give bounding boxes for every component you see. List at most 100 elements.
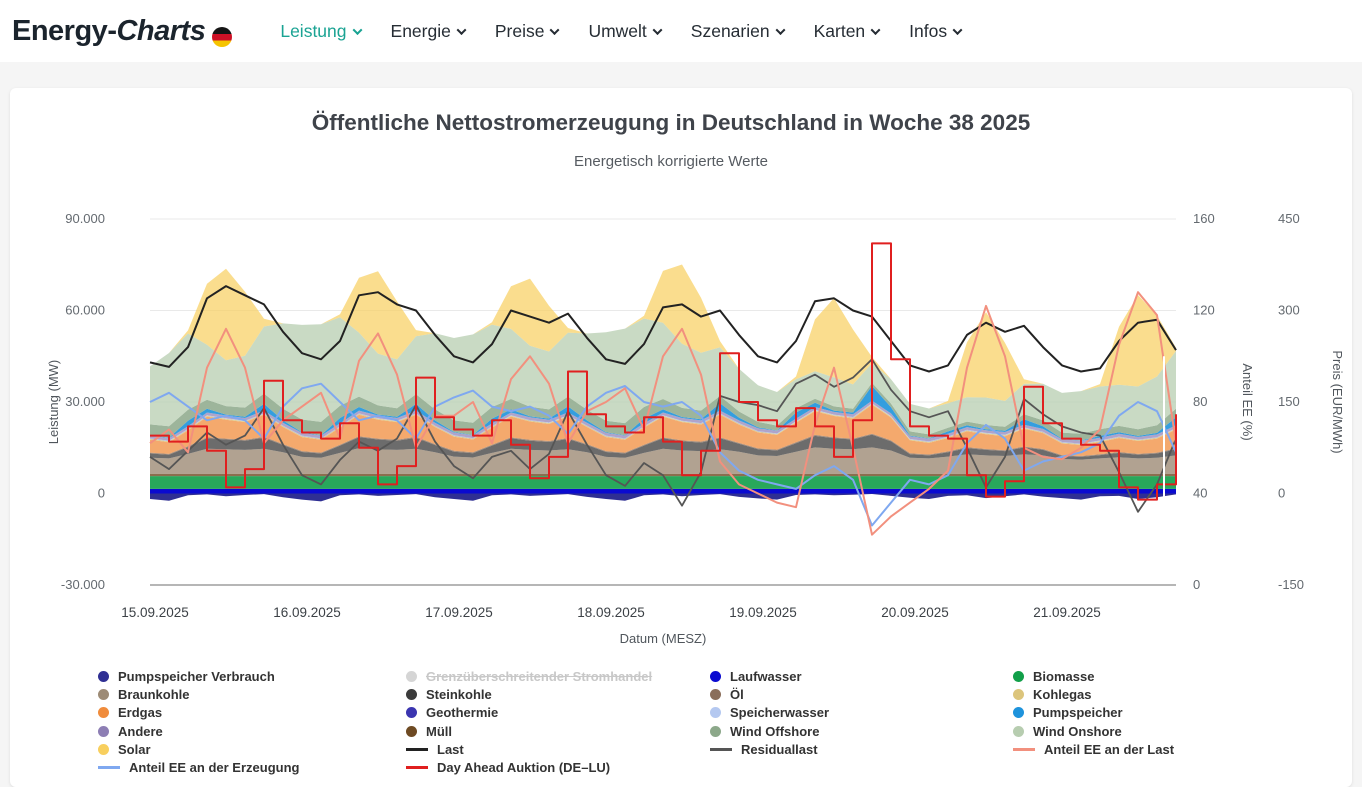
y-tick-price: 450 <box>1278 211 1300 226</box>
area-Braunkohle <box>150 447 1176 474</box>
legend-item[interactable]: Residuallast <box>710 740 1013 758</box>
logo-text-charts: Charts <box>116 14 206 47</box>
line-Last <box>149 285 1177 373</box>
axis-title-datum: Datum (MESZ) <box>620 631 707 646</box>
legend-item[interactable]: Andere <box>98 722 406 740</box>
chevron-down-icon <box>775 24 786 35</box>
legend-dot-marker <box>406 725 417 737</box>
y-tick-mw: 0 <box>98 486 105 501</box>
legend-item[interactable]: Müll <box>406 722 710 740</box>
legend-dot-marker <box>98 670 109 682</box>
legend-item[interactable]: Last <box>406 740 710 758</box>
legend-item[interactable]: Braunkohle <box>98 685 406 703</box>
chevron-down-icon <box>952 24 963 35</box>
legend-label: Day Ahead Auktion (DE–LU) <box>437 760 611 776</box>
line-Day Ahead Auktion (DE–LU) <box>150 242 1177 501</box>
legend-line-marker <box>406 748 428 751</box>
legend-item[interactable]: Geothermie <box>406 704 710 722</box>
legend-label: Braunkohle <box>118 686 190 702</box>
legend-label: Wind Onshore <box>1033 723 1122 739</box>
legend-line-marker <box>406 766 428 769</box>
legend-item[interactable]: Wind Offshore <box>710 722 1013 740</box>
legend-dot-marker <box>710 688 721 700</box>
chevron-down-icon <box>456 24 467 35</box>
legend-label: Erdgas <box>118 705 163 721</box>
line-Anteil EE an der Last <box>149 291 1177 536</box>
legend-label: Steinkohle <box>426 686 492 702</box>
y-tick-price: 300 <box>1278 303 1300 318</box>
legend-item[interactable]: Kohlegas <box>1013 685 1288 703</box>
chart-lines <box>149 242 1177 536</box>
legend-label: Residuallast <box>741 741 818 757</box>
legend-item[interactable]: Speicherwasser <box>710 704 1013 722</box>
nav-item-leistung[interactable]: Leistung <box>280 21 362 42</box>
legend-item[interactable]: Anteil EE an der Last <box>1013 740 1288 758</box>
nav-item-karten[interactable]: Karten <box>813 20 881 42</box>
chart-title: Öffentliche Nettostromerzeugung in Deuts… <box>311 110 1031 135</box>
line-Anteil EE an der Erzeugung <box>149 382 1177 527</box>
legend-item[interactable]: Öl <box>710 685 1013 703</box>
y-tick-share: 80 <box>1193 394 1207 409</box>
legend-dot-marker <box>406 670 417 682</box>
legend-label: Anteil EE an der Erzeugung <box>129 760 300 776</box>
y-tick-share: 120 <box>1193 303 1215 318</box>
legend-line-marker <box>1013 748 1035 751</box>
nav-item-energie[interactable]: Energie <box>391 21 467 42</box>
legend-dot-marker <box>710 725 721 737</box>
x-tick-date: 16.09.2025 <box>273 605 341 620</box>
y-tick-mw: -30.000 <box>61 577 105 592</box>
axis-ticks: 90.000 60.000 30.000 0 -30.000 160 120 80 40 0 450… <box>61 211 1304 620</box>
legend-item[interactable]: Grenzüberschreitender Stromhandel <box>406 667 710 685</box>
area-Biomasse <box>150 476 1176 489</box>
x-tick-date: 17.09.2025 <box>425 605 493 620</box>
y-tick-mw: 30.000 <box>65 394 105 409</box>
y-tick-mw: 90.000 <box>65 211 105 226</box>
y-tick-price: -150 <box>1278 577 1304 592</box>
y-tick-price: 0 <box>1278 486 1285 501</box>
legend-item[interactable]: Day Ahead Auktion (DE–LU) <box>406 758 710 776</box>
legend-item[interactable]: Erdgas <box>98 704 406 722</box>
x-tick-date: 18.09.2025 <box>577 605 645 620</box>
legend-label: Öl <box>730 686 744 702</box>
legend-line-marker <box>710 748 732 751</box>
legend-label: Laufwasser <box>730 668 802 684</box>
german-flag-icon <box>212 27 233 47</box>
legend-item[interactable]: Pumpspeicher Verbrauch <box>98 667 406 685</box>
logo[interactable]: Energy- Charts <box>12 14 233 48</box>
y-tick-share: 40 <box>1193 486 1207 501</box>
nav-item-umwelt[interactable]: Umwelt <box>588 21 663 42</box>
legend-dot-marker <box>406 688 417 700</box>
chevron-down-icon <box>652 24 663 35</box>
legend-item[interactable]: Biomasse <box>1013 667 1288 685</box>
legend-dot-marker <box>1013 688 1024 700</box>
site-header: Energy- Charts Leistung Energie Preise Umwel… <box>0 0 1362 62</box>
legend-label: Kohlegas <box>1033 686 1092 702</box>
legend-item[interactable]: Solar <box>98 740 406 758</box>
legend-item[interactable]: Steinkohle <box>406 685 710 703</box>
legend-item[interactable]: Wind Onshore <box>1013 722 1288 740</box>
nav-item-infos[interactable]: Infos <box>909 21 963 42</box>
legend-item[interactable]: Anteil EE an der Erzeugung <box>98 758 406 776</box>
nav-item-preise[interactable]: Preise <box>495 21 560 42</box>
legend-label: Andere <box>118 723 163 739</box>
y-tick-share: 160 <box>1193 211 1215 226</box>
stacked-areas <box>150 264 1176 502</box>
legend-label: Müll <box>426 723 452 739</box>
area-Pumpspeicher Verbrauch <box>150 493 1176 502</box>
chart-canvas[interactable]: 90.000 60.000 30.000 0 -30.000 160 120 80 40 0 450… <box>0 180 1362 660</box>
legend-item[interactable]: Pumpspeicher <box>1013 704 1288 722</box>
axis-title-preis: Preis (EUR/MWh) <box>1330 350 1345 453</box>
legend-label: Last <box>437 741 464 757</box>
chevron-down-icon <box>352 24 362 35</box>
chevron-down-icon <box>870 24 881 35</box>
legend-dot-marker <box>710 670 721 682</box>
nav-item-label: Karten <box>813 20 866 41</box>
nav-item-szenarien[interactable]: Szenarien <box>691 21 786 42</box>
legend-line-marker <box>98 766 120 769</box>
legend-dot-marker <box>98 725 109 737</box>
legend-label: Solar <box>118 741 151 757</box>
y-tick-price: 150 <box>1278 394 1300 409</box>
area-Steinkohle <box>150 434 1176 460</box>
legend-label: Speicherwasser <box>730 705 830 721</box>
legend-item[interactable]: Laufwasser <box>710 667 1013 685</box>
